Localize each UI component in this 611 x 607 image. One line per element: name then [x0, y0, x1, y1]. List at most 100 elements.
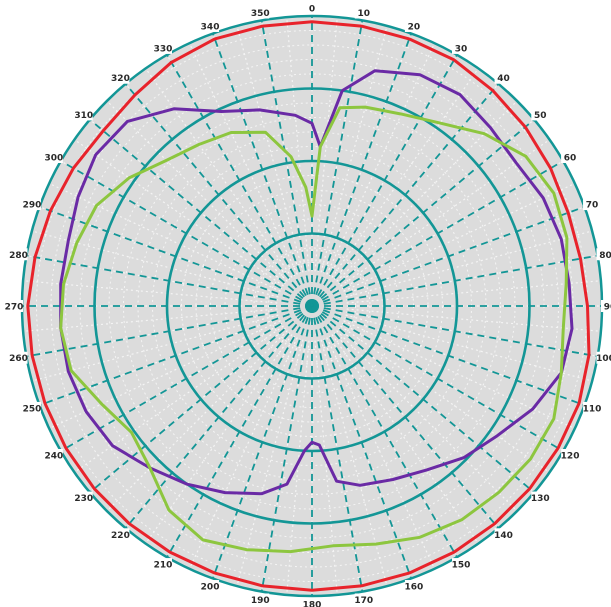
tick-label-110: 110 — [583, 404, 602, 414]
series-2-point-5 — [459, 93, 461, 96]
series-3-point-20 — [289, 550, 292, 553]
series-2-point-8 — [542, 197, 545, 199]
series-2-point-25 — [224, 491, 226, 494]
tick-label-bg-150 — [452, 558, 470, 571]
series-1-point-29 — [49, 210, 52, 212]
series-3-point-1 — [319, 145, 322, 148]
series-2-point-18 — [359, 484, 361, 487]
series-1-point-36 — [311, 21, 313, 23]
series-3-point-23 — [168, 509, 170, 512]
series-1-point-32 — [134, 94, 136, 96]
series-3-point-17 — [419, 536, 421, 539]
series-1-point-35 — [261, 25, 264, 27]
series-2-point-26 — [186, 483, 188, 486]
tick-label-bg-220 — [111, 528, 130, 541]
tick-label-bg-30 — [452, 41, 470, 54]
minor-ring — [253, 247, 371, 365]
series-1-point-10 — [588, 354, 590, 356]
tick-label-230: 230 — [74, 494, 93, 504]
series-1-point-16 — [408, 572, 411, 574]
series-3-point-24 — [149, 467, 151, 469]
major-grid — [20, 14, 604, 598]
series-3-point-9 — [566, 236, 568, 239]
tick-label-bg-160 — [404, 580, 423, 593]
tick-label-10: 10 — [357, 9, 370, 19]
minor-ring — [108, 102, 516, 510]
tick-label-bg-70 — [583, 198, 602, 211]
series-1-point-33 — [170, 61, 173, 64]
series-3-point-27 — [70, 369, 72, 372]
tick-label-290: 290 — [23, 201, 42, 211]
series-2-point-6 — [489, 126, 492, 129]
series-3-point-7 — [525, 155, 527, 158]
series-1-point-34 — [214, 38, 216, 40]
tick-label-160: 160 — [405, 583, 424, 593]
series-1-point-6 — [549, 167, 552, 170]
series-1-point-8 — [579, 257, 582, 260]
series-2-point-15 — [462, 456, 465, 459]
series-3-point-36 — [264, 131, 267, 134]
series-3-point-15 — [497, 491, 500, 494]
series-2-point-4 — [419, 73, 421, 76]
tick-label-30: 30 — [455, 44, 468, 54]
series-3-point-21 — [245, 548, 248, 551]
series-1-point-26 — [31, 354, 33, 357]
series-2-point-16 — [426, 469, 428, 471]
series-1-point-22 — [128, 522, 131, 525]
series-1-point-7 — [567, 212, 569, 214]
series-2-point-19 — [335, 480, 338, 483]
series-1-point-31 — [102, 130, 104, 132]
tick-label-bg-350 — [251, 6, 270, 19]
tick-label-bg-210 — [154, 558, 172, 571]
tick-label-bg-240 — [44, 449, 63, 461]
series-3-point-32 — [128, 177, 130, 179]
tick-label-bg-280 — [9, 248, 28, 261]
tick-label-140: 140 — [494, 531, 513, 541]
tick-label-220: 220 — [111, 531, 130, 541]
series-1-point-1 — [360, 25, 363, 27]
series-2-point-21 — [311, 441, 313, 444]
tick-label-bg-300 — [44, 151, 63, 163]
minor-ring — [268, 262, 356, 350]
tick-label-300: 300 — [45, 154, 64, 164]
series-1-point-25 — [44, 402, 46, 405]
series-1-point-30 — [72, 167, 75, 169]
series-2-point-3 — [374, 69, 376, 72]
tick-label-bg-290 — [22, 198, 41, 211]
ring-0.5 — [165, 159, 459, 453]
series-1-point-17 — [360, 585, 363, 587]
tick-label-90: 90 — [604, 303, 611, 313]
series-3-point-39 — [311, 215, 313, 217]
series-3-point-3 — [364, 106, 367, 108]
series-3-point-8 — [553, 192, 555, 194]
tick-label-350: 350 — [251, 9, 270, 19]
tick-label-280: 280 — [9, 251, 28, 261]
tick-label-bg-50 — [531, 108, 550, 121]
tick-label-260: 260 — [9, 354, 28, 364]
tick-label-bg-320 — [111, 71, 130, 84]
series-3-point-22 — [202, 539, 204, 541]
tick-label-170: 170 — [354, 596, 373, 606]
series-2-point-33 — [67, 239, 70, 242]
tick-label-bg-60 — [561, 151, 580, 163]
tick-label-320: 320 — [111, 74, 130, 84]
tick-label-80: 80 — [599, 251, 611, 261]
tick-label-bg-310 — [74, 108, 93, 121]
series-3-point-38 — [305, 186, 307, 189]
series-3-point-25 — [130, 431, 133, 434]
series-2-point-41 — [311, 122, 313, 125]
series-2-point-35 — [95, 153, 97, 156]
tick-label-bg-180 — [303, 598, 321, 607]
series-2-point-22 — [303, 450, 306, 452]
series-2-point-32 — [59, 283, 62, 285]
series-3-point-30 — [75, 242, 78, 244]
tick-label-bg-250 — [22, 401, 41, 414]
tick-label-bg-170 — [354, 593, 373, 606]
series-3-point-33 — [165, 159, 168, 162]
series-1-point-27 — [27, 305, 29, 307]
series-1-point-12 — [557, 447, 559, 449]
series-3-point-4 — [400, 113, 403, 115]
tick-label-150: 150 — [452, 561, 471, 571]
series-2-point-40 — [294, 114, 297, 117]
series-1-point-20 — [214, 572, 216, 574]
